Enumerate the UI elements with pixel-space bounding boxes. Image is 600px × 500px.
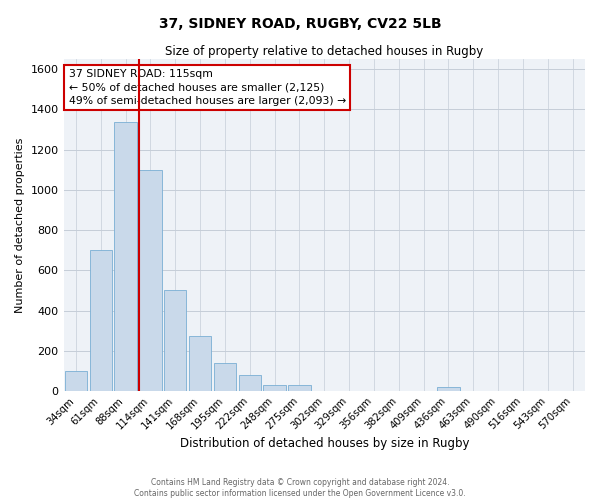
Bar <box>115 122 137 391</box>
Bar <box>164 290 187 391</box>
Text: 37, SIDNEY ROAD, RUGBY, CV22 5LB: 37, SIDNEY ROAD, RUGBY, CV22 5LB <box>158 18 442 32</box>
Bar <box>65 371 87 391</box>
Bar <box>239 375 261 391</box>
Bar <box>89 250 112 391</box>
Text: 37 SIDNEY ROAD: 115sqm
← 50% of detached houses are smaller (2,125)
49% of semi-: 37 SIDNEY ROAD: 115sqm ← 50% of detached… <box>69 69 346 106</box>
Bar <box>189 336 211 391</box>
Bar <box>214 363 236 391</box>
X-axis label: Distribution of detached houses by size in Rugby: Distribution of detached houses by size … <box>179 437 469 450</box>
Bar <box>139 170 161 391</box>
Text: Contains HM Land Registry data © Crown copyright and database right 2024.
Contai: Contains HM Land Registry data © Crown c… <box>134 478 466 498</box>
Title: Size of property relative to detached houses in Rugby: Size of property relative to detached ho… <box>165 45 484 58</box>
Bar <box>288 385 311 391</box>
Y-axis label: Number of detached properties: Number of detached properties <box>15 138 25 313</box>
Bar <box>263 385 286 391</box>
Bar <box>437 387 460 391</box>
